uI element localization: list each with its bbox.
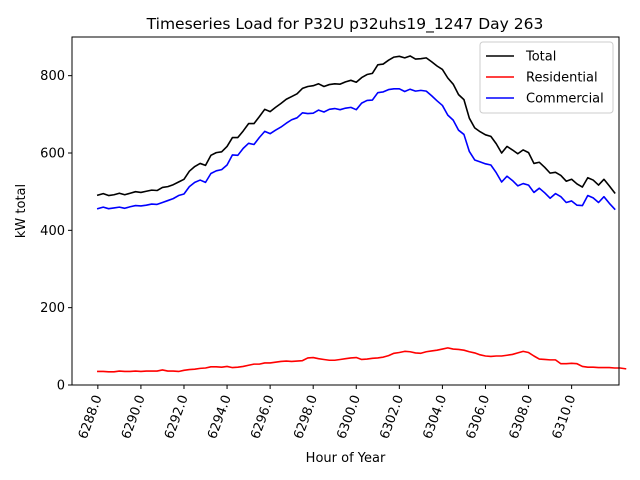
series-group — [96, 55, 627, 373]
legend-label-commercial: Commercial — [526, 92, 604, 107]
legend-label-residential: Residential — [526, 71, 598, 86]
legend: Total Residential Commercial — [479, 41, 614, 114]
y-tick-label: 400 — [40, 224, 65, 239]
y-axis-label: kW total — [14, 184, 29, 238]
legend-label-total: Total — [525, 50, 556, 65]
legend-frame — [479, 41, 614, 114]
series-line-commercial — [96, 88, 616, 211]
y-tick-label: 0 — [57, 379, 65, 394]
y-axis: 0 200 400 600 800 — [40, 69, 72, 394]
plot-frame — [71, 36, 620, 386]
y-tick-label: 600 — [40, 147, 65, 162]
y-tick-label: 800 — [40, 69, 65, 84]
series-line-total — [96, 55, 616, 197]
y-tick-label: 200 — [40, 301, 65, 316]
chart-title: Timeseries Load for P32U p32uhs19_1247 D… — [146, 15, 544, 34]
x-axis-label: Hour of Year — [306, 451, 386, 466]
series-line-residential — [97, 347, 627, 373]
